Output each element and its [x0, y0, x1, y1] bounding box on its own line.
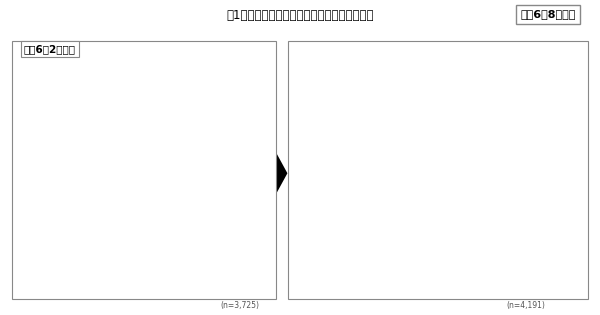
- Text: 見聞きしたことがあり、
内容もよく知っている
19.8%: 見聞きしたことがあり、 内容もよく知っている 19.8%: [187, 112, 233, 133]
- Text: 分からない・覚えていない
4.1%: 分からない・覚えていない 4.1%: [86, 45, 137, 59]
- Wedge shape: [435, 85, 523, 184]
- Text: (n=3,725): (n=3,725): [220, 301, 259, 310]
- Text: (n=4,191): (n=4,191): [506, 301, 545, 310]
- Text: 令和6年8月調査: 令和6年8月調査: [521, 9, 576, 20]
- Text: 見聞きしたことがあり、
内容もよく知っている
27.0%: 見聞きしたことがあり、 内容もよく知っている 27.0%: [490, 85, 537, 106]
- Text: 見聞きした
ことはない
23.9%: 見聞きした ことはない 23.9%: [61, 140, 83, 162]
- Text: 図1「送料無料」表示見直しの議論の認知状況: 図1「送料無料」表示見直しの議論の認知状況: [226, 9, 374, 22]
- Text: 見聞きしたことはあるが、
詳しい内容は知らない
52.4%: 見聞きしたことはあるが、 詳しい内容は知らない 52.4%: [99, 211, 150, 232]
- Wedge shape: [138, 167, 226, 261]
- Wedge shape: [138, 145, 226, 173]
- Wedge shape: [435, 173, 515, 261]
- Text: 見聞きした
ことはない
17.7%: 見聞きした ことはない 17.7%: [292, 114, 314, 135]
- Text: 見聞きしたことはあるが、
詳しい内容は知らない
50.5%: 見聞きしたことはあるが、 詳しい内容は知らない 50.5%: [392, 202, 443, 224]
- Wedge shape: [50, 85, 151, 261]
- Text: 令和6年2月調査: 令和6年2月調査: [24, 44, 76, 54]
- Wedge shape: [138, 85, 221, 173]
- Text: 分からない・覚えていない
4.8%: 分からない・覚えていない 4.8%: [392, 45, 443, 59]
- Wedge shape: [435, 173, 523, 210]
- Wedge shape: [347, 85, 438, 261]
- FancyArrow shape: [265, 139, 287, 208]
